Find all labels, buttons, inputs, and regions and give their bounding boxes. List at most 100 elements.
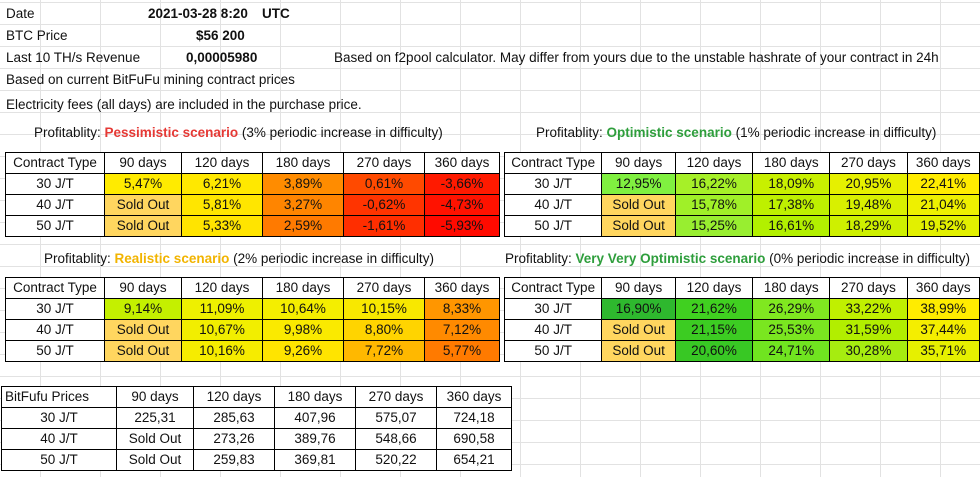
profit-cell[interactable]: Sold Out bbox=[104, 340, 182, 362]
row-label[interactable]: 30 J/T bbox=[1, 407, 117, 429]
row-label[interactable]: 40 J/T bbox=[1, 428, 117, 450]
column-header[interactable]: 270 days bbox=[343, 152, 425, 174]
column-header[interactable]: 360 days bbox=[424, 277, 500, 299]
price-cell[interactable]: 575,07 bbox=[355, 407, 437, 429]
row-label[interactable]: 30 J/T bbox=[5, 173, 105, 195]
profit-cell[interactable]: 0,61% bbox=[343, 173, 425, 195]
profit-cell[interactable]: 22,41% bbox=[906, 173, 980, 195]
column-header[interactable]: 120 days bbox=[181, 152, 263, 174]
profit-cell[interactable]: 26,29% bbox=[752, 298, 831, 320]
row-label[interactable]: 40 J/T bbox=[5, 194, 105, 216]
column-header[interactable]: 90 days bbox=[601, 152, 676, 174]
profit-cell[interactable]: 8,80% bbox=[343, 319, 425, 341]
row-label[interactable]: 40 J/T bbox=[503, 319, 603, 341]
price-cell[interactable]: 690,58 bbox=[436, 428, 512, 450]
profit-cell[interactable]: -4,73% bbox=[424, 194, 500, 216]
column-header[interactable]: BitFufu Prices bbox=[1, 386, 117, 408]
profit-cell[interactable]: 6,21% bbox=[181, 173, 263, 195]
column-header[interactable]: Contract Type bbox=[503, 277, 603, 299]
row-label[interactable]: 40 J/T bbox=[503, 194, 603, 216]
price-cell[interactable]: 225,31 bbox=[116, 407, 194, 429]
profit-cell[interactable]: 24,71% bbox=[752, 340, 831, 362]
column-header[interactable]: 180 days bbox=[262, 152, 344, 174]
column-header[interactable]: Contract Type bbox=[5, 277, 105, 299]
column-header[interactable]: 120 days bbox=[193, 386, 275, 408]
price-cell[interactable]: 654,21 bbox=[436, 449, 512, 471]
profit-cell[interactable]: 20,60% bbox=[674, 340, 754, 362]
profit-cell[interactable]: 20,95% bbox=[829, 173, 908, 195]
profit-cell[interactable]: 2,59% bbox=[262, 215, 344, 237]
price-cell[interactable]: 407,96 bbox=[274, 407, 356, 429]
profit-cell[interactable]: Sold Out bbox=[601, 319, 676, 341]
price-cell[interactable]: 389,76 bbox=[274, 428, 356, 450]
profit-cell[interactable]: Sold Out bbox=[104, 194, 182, 216]
profit-cell[interactable]: 19,48% bbox=[829, 194, 908, 216]
profit-cell[interactable]: 9,26% bbox=[262, 340, 344, 362]
profit-cell[interactable]: 25,53% bbox=[752, 319, 831, 341]
column-header[interactable]: 360 days bbox=[906, 277, 980, 299]
row-label[interactable]: 50 J/T bbox=[503, 340, 603, 362]
profit-cell[interactable]: -1,61% bbox=[343, 215, 425, 237]
profit-cell[interactable]: Sold Out bbox=[601, 340, 676, 362]
column-header[interactable]: Contract Type bbox=[503, 152, 603, 174]
column-header[interactable]: 360 days bbox=[424, 152, 500, 174]
profit-cell[interactable]: 21,62% bbox=[674, 298, 754, 320]
column-header[interactable]: 270 days bbox=[343, 277, 425, 299]
profit-cell[interactable]: -5,93% bbox=[424, 215, 500, 237]
profit-cell[interactable]: 10,15% bbox=[343, 298, 425, 320]
column-header[interactable]: 120 days bbox=[181, 277, 263, 299]
profit-cell[interactable]: 10,16% bbox=[181, 340, 263, 362]
price-cell[interactable]: 548,66 bbox=[355, 428, 437, 450]
row-label[interactable]: 30 J/T bbox=[503, 173, 603, 195]
price-cell[interactable]: 285,63 bbox=[193, 407, 275, 429]
price-cell[interactable]: 273,26 bbox=[193, 428, 275, 450]
profit-cell[interactable]: 17,38% bbox=[752, 194, 831, 216]
profit-cell[interactable]: 10,64% bbox=[262, 298, 344, 320]
profit-cell[interactable]: 12,95% bbox=[601, 173, 676, 195]
profit-cell[interactable]: Sold Out bbox=[601, 194, 676, 216]
column-header[interactable]: 180 days bbox=[752, 277, 831, 299]
row-label[interactable]: 50 J/T bbox=[503, 215, 603, 237]
profit-cell[interactable]: 5,33% bbox=[181, 215, 263, 237]
profit-cell[interactable]: 10,67% bbox=[181, 319, 263, 341]
row-label[interactable]: 50 J/T bbox=[5, 215, 105, 237]
column-header[interactable]: 120 days bbox=[674, 152, 754, 174]
column-header[interactable]: 270 days bbox=[829, 277, 908, 299]
profit-cell[interactable]: 8,33% bbox=[424, 298, 500, 320]
profit-cell[interactable]: Sold Out bbox=[104, 319, 182, 341]
profit-cell[interactable]: 11,09% bbox=[181, 298, 263, 320]
column-header[interactable]: 90 days bbox=[104, 277, 182, 299]
row-label[interactable]: 50 J/T bbox=[5, 340, 105, 362]
profit-cell[interactable]: 18,09% bbox=[752, 173, 831, 195]
profit-cell[interactable]: 18,29% bbox=[829, 215, 908, 237]
profit-cell[interactable]: 38,99% bbox=[906, 298, 980, 320]
profit-cell[interactable]: 15,25% bbox=[674, 215, 754, 237]
profit-cell[interactable]: 9,14% bbox=[104, 298, 182, 320]
column-header[interactable]: 180 days bbox=[262, 277, 344, 299]
profit-cell[interactable]: 5,77% bbox=[424, 340, 500, 362]
profit-cell[interactable]: 16,61% bbox=[752, 215, 831, 237]
column-header[interactable]: 90 days bbox=[116, 386, 194, 408]
price-cell[interactable]: 520,22 bbox=[355, 449, 437, 471]
profit-cell[interactable]: 5,81% bbox=[181, 194, 263, 216]
profit-cell[interactable]: 16,90% bbox=[601, 298, 676, 320]
profit-cell[interactable]: -0,62% bbox=[343, 194, 425, 216]
profit-cell[interactable]: 35,71% bbox=[906, 340, 980, 362]
column-header[interactable]: 270 days bbox=[829, 152, 908, 174]
price-cell[interactable]: 369,81 bbox=[274, 449, 356, 471]
price-cell[interactable]: Sold Out bbox=[116, 449, 194, 471]
profit-cell[interactable]: 19,52% bbox=[906, 215, 980, 237]
profit-cell[interactable]: 16,22% bbox=[674, 173, 754, 195]
profit-cell[interactable]: -3,66% bbox=[424, 173, 500, 195]
price-cell[interactable]: Sold Out bbox=[116, 428, 194, 450]
profit-cell[interactable]: Sold Out bbox=[104, 215, 182, 237]
profit-cell[interactable]: 30,28% bbox=[829, 340, 908, 362]
profit-cell[interactable]: 7,12% bbox=[424, 319, 500, 341]
profit-cell[interactable]: 3,89% bbox=[262, 173, 344, 195]
profit-cell[interactable]: 15,78% bbox=[674, 194, 754, 216]
price-cell[interactable]: 724,18 bbox=[436, 407, 512, 429]
profit-cell[interactable]: 21,04% bbox=[906, 194, 980, 216]
profit-cell[interactable]: 5,47% bbox=[104, 173, 182, 195]
profit-cell[interactable]: 7,72% bbox=[343, 340, 425, 362]
profit-cell[interactable]: 9,98% bbox=[262, 319, 344, 341]
